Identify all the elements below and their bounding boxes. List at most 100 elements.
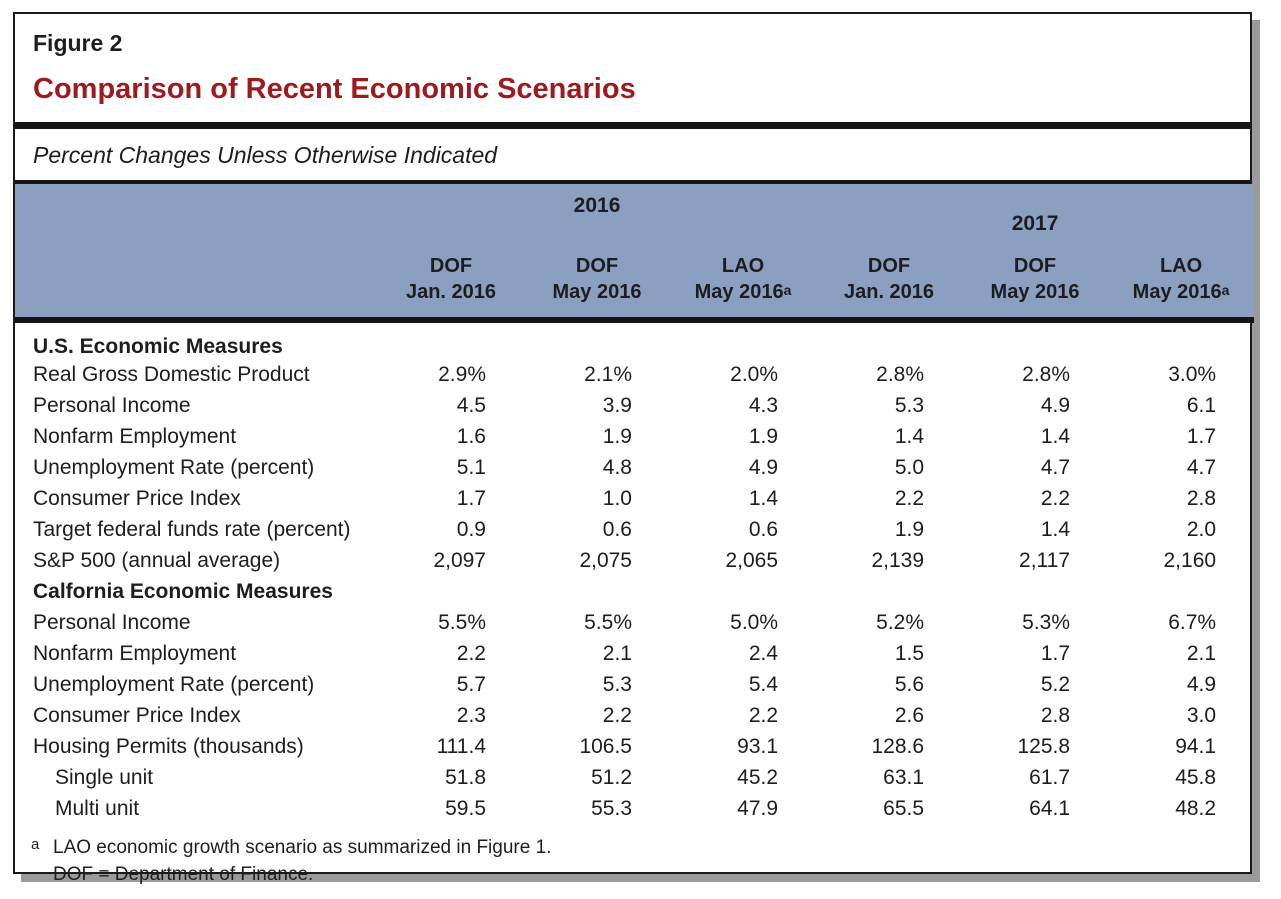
table-row: Personal Income 5.5% 5.5% 5.0% 5.2% 5.3% 6.7%: [15, 607, 1254, 638]
table-row: Unemployment Rate (percent) 5.1 4.8 4.9 5.0 4…: [15, 452, 1254, 483]
cell-value: [670, 576, 816, 607]
column-header: DOF Jan. 2016: [816, 243, 963, 323]
economic-scenarios-table: 2016 2017 DOF Jan. 2016 DOF May 2016 LAO May …: [15, 184, 1255, 824]
cell-value: 1.9: [894, 517, 925, 541]
table-row: Target federal funds rate (percent) 0.9 0.…: [15, 514, 1254, 545]
cell-value: 4.7: [1186, 455, 1217, 479]
cell-value: 2.1%: [584, 362, 632, 386]
cell-value: 59.5: [445, 796, 486, 820]
cell-value: 128.6: [871, 734, 925, 758]
cell-value: 1.4: [894, 424, 925, 448]
cell-value: 5.2%: [876, 610, 925, 634]
section-row: U.S. Economic Measures: [15, 320, 1254, 359]
cell-value: 0.6: [602, 517, 632, 541]
cell-value: 1.9: [602, 424, 632, 448]
cell-value: 1.9: [748, 424, 779, 448]
cell-value: 93.1: [737, 734, 779, 758]
corner-cell: [15, 184, 378, 243]
cell-value: 5.5%: [438, 610, 486, 634]
table-row: Real Gross Domestic Product 2.9% 2.1% 2.0% 2…: [15, 359, 1254, 390]
cell-value: 6.7%: [1168, 610, 1217, 634]
cell-value: 2.1: [602, 641, 632, 665]
cell-value: 2.8%: [1022, 362, 1071, 386]
table-row: Single unit 51.8 51.2 45.2 63.1 61.7 45.8: [15, 762, 1254, 793]
cell-value: 2,117: [1019, 548, 1071, 572]
cell-value: 3.0: [1186, 703, 1217, 727]
year-group-2017: 2017: [816, 184, 1255, 243]
cell-value: 4.3: [748, 393, 779, 417]
cell-value: 55.3: [591, 796, 632, 820]
table-row: Nonfarm Employment 2.2 2.1 2.4 1.5 1.7 2.1: [15, 638, 1254, 669]
cell-value: 94.1: [1175, 734, 1217, 758]
cell-value: 2.6: [894, 703, 925, 727]
cell-value: 2.8: [1186, 486, 1217, 510]
cell-value: 4.7: [1040, 455, 1071, 479]
cell-value: [816, 320, 962, 359]
row-label: Real Gross Domestic Product: [33, 362, 310, 386]
column-header: LAO May 2016a: [670, 243, 817, 323]
year-group-label: 2016: [573, 194, 621, 217]
cell-value: 5.7: [456, 672, 486, 696]
cell-value: 4.9: [1186, 672, 1217, 696]
cell-value: 5.3: [602, 672, 632, 696]
row-label: Consumer Price Index: [33, 703, 241, 727]
cell-value: [378, 320, 524, 359]
cell-value: 2.8%: [876, 362, 925, 386]
cell-value: 45.8: [1175, 765, 1217, 789]
cell-value: [962, 320, 1108, 359]
row-label: Single unit: [55, 765, 154, 789]
cell-value: 5.0: [894, 455, 925, 479]
cell-value: 5.4: [748, 672, 779, 696]
table-row: Housing Permits (thousands) 111.4 106.5 93.…: [15, 731, 1254, 762]
cell-value: 45.2: [737, 765, 779, 789]
table-row: Unemployment Rate (percent) 5.7 5.3 5.4 5.6 5…: [15, 669, 1254, 700]
section-row: Calfornia Economic Measures: [15, 576, 1254, 607]
table-row: Consumer Price Index 2.3 2.2 2.2 2.6 2.8 3.0: [15, 700, 1254, 731]
cell-value: 2.2: [748, 703, 779, 727]
figure-title: Comparison of Recent Economic Scenarios: [33, 73, 636, 105]
row-label: Housing Permits (thousands): [33, 734, 304, 758]
table-body: U.S. Economic Measures Real Gross Domesti…: [15, 320, 1254, 824]
table-row: Personal Income 4.5 3.9 4.3 5.3 4.9 6.1: [15, 390, 1254, 421]
cell-value: 1.4: [1040, 517, 1071, 541]
cell-value: 2.2: [602, 703, 632, 727]
cell-value: 0.9: [456, 517, 486, 541]
cell-value: 6.1: [1186, 393, 1217, 417]
cell-value: 4.9: [748, 455, 779, 479]
cell-value: 2.4: [748, 641, 779, 665]
row-label: Unemployment Rate (percent): [33, 672, 315, 696]
row-label: Unemployment Rate (percent): [33, 455, 315, 479]
footnote-text: DOF = Department of Finance.: [53, 864, 314, 885]
cell-value: [816, 576, 962, 607]
cell-value: 111.4: [436, 734, 486, 758]
cell-value: 2.2: [894, 486, 925, 510]
cell-value: [524, 320, 670, 359]
year-group-label: 2017: [1011, 212, 1059, 235]
cell-value: 4.5: [456, 393, 486, 417]
row-label: Target federal funds rate (percent): [33, 517, 351, 541]
cell-value: [670, 320, 816, 359]
title-block: Figure 2 Comparison of Recent Economic S…: [15, 14, 1250, 114]
column-header: DOF May 2016: [524, 243, 670, 323]
cell-value: 4.8: [602, 455, 632, 479]
cell-value: 65.5: [883, 796, 925, 820]
column-header: DOF May 2016: [962, 243, 1109, 323]
cell-value: 2,065: [725, 548, 779, 572]
table-row: Consumer Price Index 1.7 1.0 1.4 2.2 2.2 2.8: [15, 483, 1254, 514]
row-label: Nonfarm Employment: [33, 641, 237, 665]
column-header: DOF Jan. 2016: [378, 243, 524, 323]
cell-value: 2.1: [1186, 641, 1217, 665]
cell-value: 51.8: [445, 765, 486, 789]
cell-value: 2,160: [1163, 548, 1217, 572]
row-label: U.S. Economic Measures: [33, 335, 283, 358]
cell-value: 5.3%: [1022, 610, 1071, 634]
cell-value: 0.6: [748, 517, 779, 541]
cell-value: 2.0%: [730, 362, 779, 386]
cell-value: 48.2: [1175, 796, 1217, 820]
cell-value: 1.7: [1186, 424, 1217, 448]
cell-value: 64.1: [1029, 796, 1071, 820]
cell-value: 47.9: [737, 796, 779, 820]
header-superscript: a: [1221, 282, 1230, 298]
header-superscript: a: [783, 282, 792, 298]
cell-value: 5.2: [1040, 672, 1071, 696]
